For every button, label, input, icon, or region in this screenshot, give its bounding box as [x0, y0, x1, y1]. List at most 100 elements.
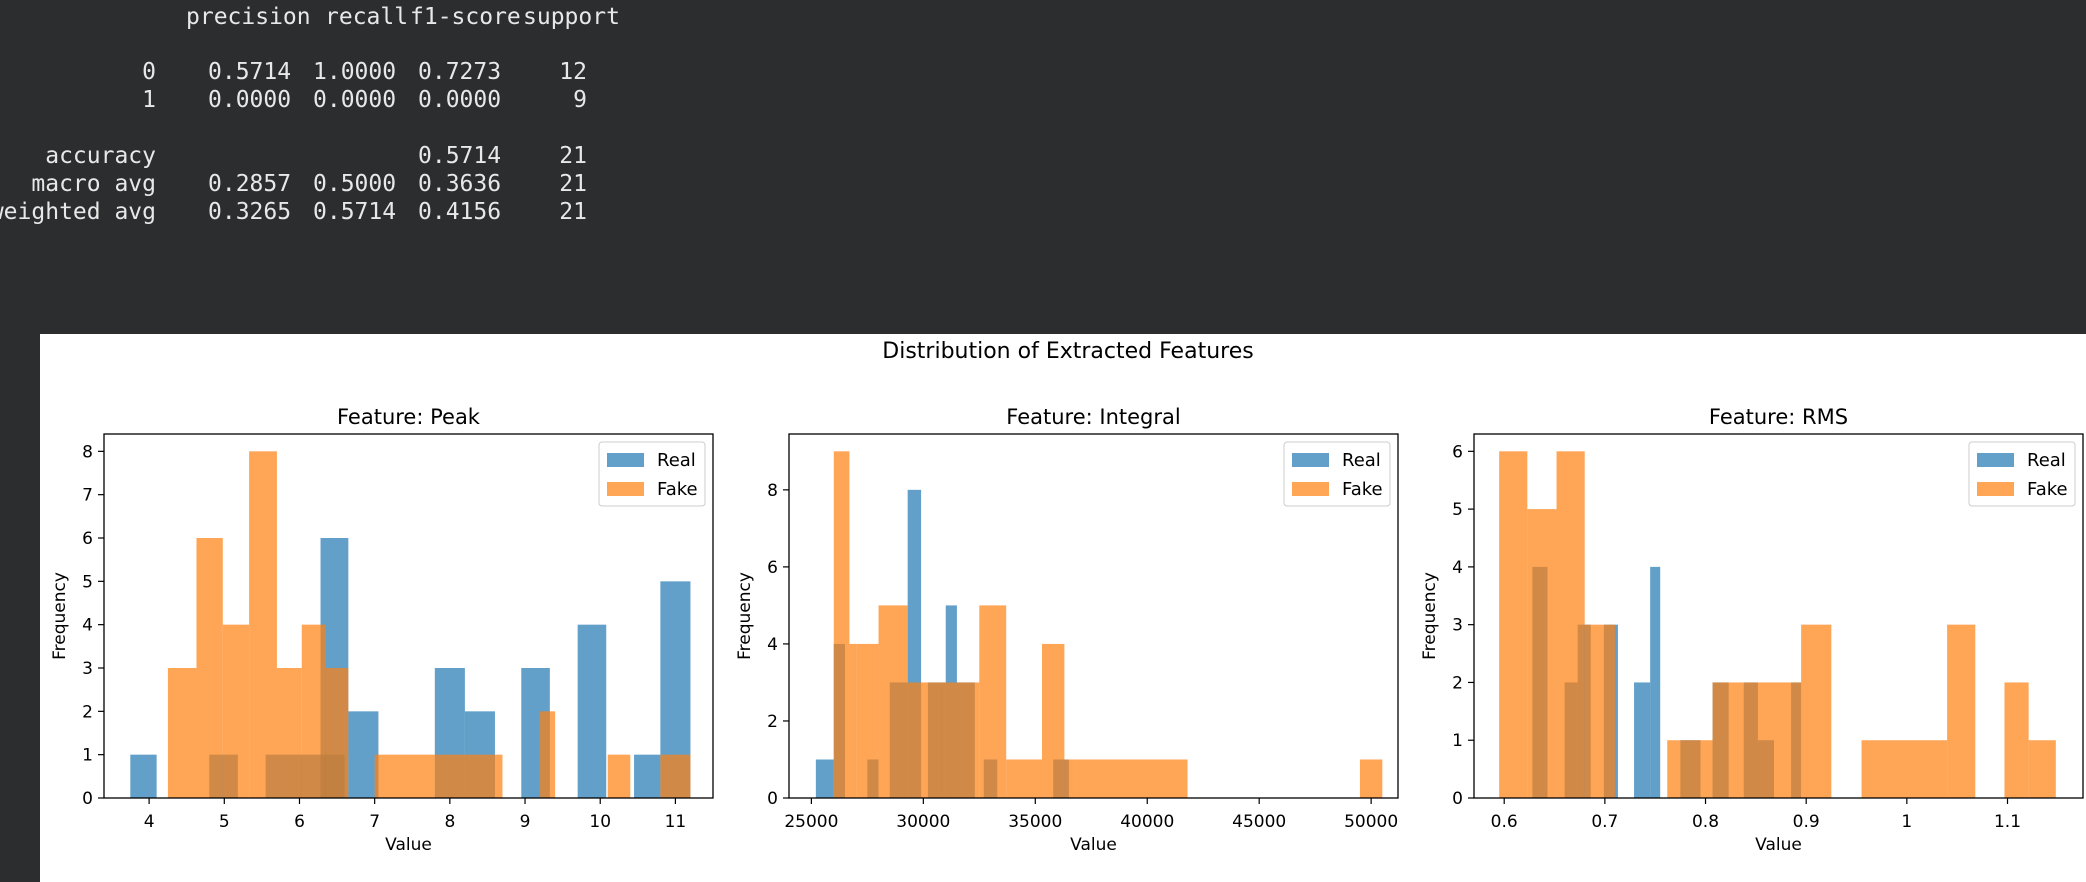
bar-fake: [540, 711, 556, 798]
bar-fake: [979, 605, 1007, 798]
y-tick-label: 0: [1452, 789, 1463, 809]
y-tick-label: 6: [82, 529, 93, 549]
bar-fake: [856, 643, 879, 798]
legend: Real Fake: [598, 441, 706, 507]
row-precision: 0.5714: [208, 59, 292, 85]
legend: Real Fake: [1283, 441, 1391, 507]
row-label: weighted avg: [0, 199, 156, 225]
row-recall: 1.0000: [313, 59, 397, 85]
y-tick-label: 6: [1452, 442, 1463, 462]
x-tick-label: 0.7: [1591, 812, 1618, 832]
legend-swatch-real: [1292, 453, 1329, 467]
row-f1: 0.7273: [418, 59, 502, 85]
bar-fake: [907, 682, 928, 798]
row-f1: 0.3636: [418, 171, 502, 197]
row-precision: 0.3265: [208, 199, 292, 225]
y-tick-label: 3: [1452, 616, 1463, 636]
y-tick-label: 2: [82, 702, 93, 722]
bar-fake: [660, 754, 691, 798]
x-axis-label: Value: [385, 835, 432, 855]
x-tick-label: 1.1: [1994, 812, 2021, 832]
y-tick-label: 5: [1452, 500, 1463, 520]
legend-swatch-fake: [607, 482, 644, 496]
x-tick-label: 10: [589, 812, 611, 832]
x-tick-label: 0.9: [1793, 812, 1820, 832]
x-tick-label: 5: [219, 812, 230, 832]
bar-fake: [833, 451, 850, 798]
subplot-title: Feature: Peak: [337, 405, 481, 429]
y-tick-label: 4: [767, 635, 778, 655]
y-tick-label: 0: [767, 789, 778, 809]
bar-fake: [494, 754, 503, 798]
row-support: 9: [573, 87, 587, 113]
x-tick-label: 30000: [896, 812, 950, 832]
x-tick-label: 8: [444, 812, 455, 832]
y-tick-label: 4: [1452, 558, 1463, 578]
row-label: 0: [142, 59, 156, 85]
legend-label-real: Real: [657, 450, 696, 471]
x-axis-label: Value: [1755, 835, 1802, 855]
axes-frame: [103, 433, 714, 799]
x-tick-label: 40000: [1120, 812, 1174, 832]
y-tick-label: 8: [82, 442, 93, 462]
bar-fake: [2004, 682, 2029, 798]
row-label: accuracy: [45, 143, 156, 169]
bar-fake: [1359, 759, 1383, 798]
x-tick-label: 4: [144, 812, 155, 832]
x-tick-label: 0.8: [1692, 812, 1719, 832]
bar-fake: [607, 754, 631, 798]
row-precision: 0.2857: [208, 171, 292, 197]
bar-fake: [1712, 682, 1802, 798]
row-label: macro avg: [31, 171, 156, 197]
subplot-3: 0.6 0.7 0.8 0.9 1 1.1 0 1 2 3 4 5 6 Feature: RMS Value…: [1420, 405, 2084, 855]
row-recall: 0.0000: [313, 87, 397, 113]
axes-frame: [788, 433, 1399, 799]
bar-fake: [325, 668, 349, 798]
bar-fake: [1006, 759, 1043, 798]
row-support: 12: [559, 59, 587, 85]
header-precision: precision: [186, 4, 311, 30]
x-tick-label: 0.6: [1491, 812, 1518, 832]
bar-fake: [927, 682, 942, 798]
legend-label-real: Real: [2027, 450, 2066, 471]
bar-real: [577, 624, 607, 798]
legend-swatch-fake: [1292, 482, 1329, 496]
y-axis-label: Frequency: [1420, 572, 1440, 660]
row-support: 21: [559, 199, 587, 225]
x-tick-label: 45000: [1232, 812, 1286, 832]
bar-fake: [167, 668, 197, 798]
legend-swatch-real: [607, 453, 644, 467]
bar-fake: [249, 451, 277, 798]
row-f1: 0.4156: [418, 199, 502, 225]
row-recall: 0.5714: [313, 199, 397, 225]
bar-fake: [276, 668, 302, 798]
bar-real: [634, 754, 661, 798]
bar-fake: [1584, 624, 1615, 798]
legend-label-fake: Fake: [657, 479, 698, 500]
y-axis-label: Frequency: [735, 572, 755, 660]
x-tick-label: 7: [369, 812, 380, 832]
bar-fake: [222, 624, 250, 798]
bar-fake: [301, 624, 326, 798]
bar-fake: [849, 643, 857, 798]
bar-real: [815, 759, 834, 798]
y-tick-label: 3: [82, 659, 93, 679]
bar-fake: [1556, 451, 1585, 798]
y-tick-label: 4: [82, 616, 93, 636]
row-f1: 0.0000: [418, 87, 502, 113]
bar-fake: [1947, 624, 1976, 798]
bar-fake: [941, 682, 980, 798]
figure-suptitle: Distribution of Extracted Features: [882, 339, 1253, 364]
bar-fake: [1042, 643, 1065, 798]
bar-fake: [374, 754, 435, 798]
legend-label-real: Real: [1342, 450, 1381, 471]
y-tick-label: 0: [82, 789, 93, 809]
bar-real: [1634, 682, 1651, 798]
subplot-title: Feature: Integral: [1006, 405, 1180, 429]
x-tick-label: 1: [1901, 812, 1912, 832]
row-precision: 0.0000: [208, 87, 292, 113]
header-support: support: [523, 4, 620, 30]
bar-real: [130, 754, 157, 798]
row-support: 21: [559, 143, 587, 169]
x-tick-label: 35000: [1008, 812, 1062, 832]
